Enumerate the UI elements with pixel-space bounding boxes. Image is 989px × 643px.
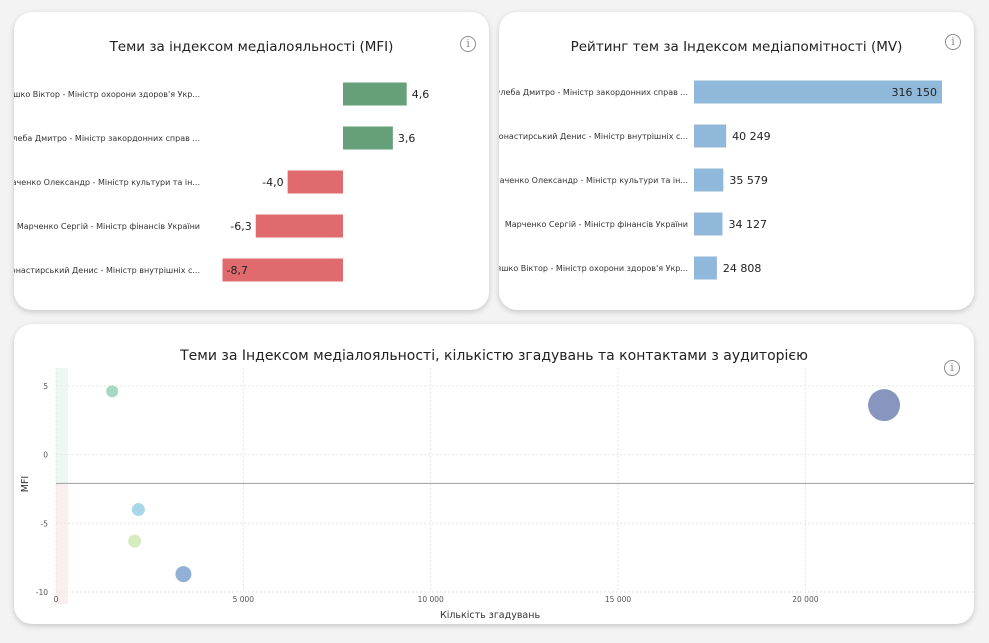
mv-bar[interactable]: [694, 80, 942, 104]
mv-category-label: Кулеба Дмитро - Міністр закордонних спра…: [499, 88, 688, 97]
mfi-value-label: -4,0: [262, 176, 283, 189]
mv-value-label: 24 808: [723, 262, 762, 275]
scatter-point[interactable]: [868, 389, 901, 422]
mv-category-label: Монастирський Денис - Міністр внутрішніх…: [499, 132, 688, 141]
scatter-point[interactable]: [131, 503, 145, 517]
mfi-category-label: Ткаченко Олександр - Міністр культури та…: [14, 178, 200, 187]
scatter-point[interactable]: [128, 534, 142, 548]
x-tick-label: 10 000: [418, 595, 444, 604]
mv-value-label: 34 127: [728, 218, 767, 231]
x-tick-label: 0: [54, 595, 59, 604]
mfi-bar[interactable]: [222, 258, 343, 282]
y-tick-label: -10: [36, 588, 48, 597]
mfi-category-label: Ляшко Віктор - Міністр охорони здоров'я …: [14, 90, 200, 99]
mv-bar-chart: Кулеба Дмитро - Міністр закордонних спра…: [499, 80, 942, 280]
mfi-value-label: 3,6: [398, 132, 416, 145]
y-tick-label: -5: [41, 519, 49, 528]
mfi-category-label: Монастирський Денис - Міністр внутрішніх…: [14, 266, 200, 275]
y-tick-label: 5: [43, 382, 48, 391]
info-icon[interactable]: i: [945, 34, 961, 50]
mv-card: Рейтинг тем за Індексом медіапомітності …: [499, 12, 974, 310]
mv-bar[interactable]: [694, 256, 717, 280]
mv-card-title: Рейтинг тем за Індексом медіапомітності …: [570, 39, 903, 55]
mfi-value-label: -6,3: [230, 220, 251, 233]
y-axis-title: MFI: [20, 476, 31, 492]
x-axis-title: Кількість згадувань: [440, 610, 540, 621]
mv-bar[interactable]: [694, 124, 727, 148]
info-icon[interactable]: i: [460, 36, 476, 52]
mfi-card-title: Теми за індексом медіалояльності (MFI): [109, 39, 394, 55]
mfi-bar[interactable]: [255, 214, 343, 238]
mv-bar[interactable]: [694, 168, 724, 192]
x-tick-label: 20 000: [792, 595, 818, 604]
mv-category-label: Ткаченко Олександр - Міністр культури та…: [499, 176, 688, 185]
mfi-value-label: 4,6: [412, 88, 430, 101]
mfi-bar[interactable]: [343, 82, 407, 106]
mv-bar[interactable]: [694, 212, 723, 236]
mfi-card: Теми за індексом медіалояльності (MFI) i…: [14, 12, 489, 310]
mfi-bar[interactable]: [287, 170, 343, 194]
scatter-chart: 0 5 000 10 000 15 000 20 000 5 0 -5 -10 Кількість…: [20, 368, 974, 621]
mfi-category-label: Кулеба Дмитро - Міністр закордонних спра…: [14, 134, 200, 143]
scatter-point[interactable]: [106, 385, 119, 398]
negative-zone-band: [56, 483, 68, 604]
mv-value-label: 40 249: [732, 130, 771, 143]
y-tick-label: 0: [43, 451, 48, 460]
scatter-card: Теми за Індексом медіалояльності, кількі…: [14, 324, 974, 624]
mfi-bar[interactable]: [343, 126, 393, 150]
mfi-bar-chart: Ляшко Віктор - Міністр охорони здоров'я …: [14, 82, 430, 282]
mv-value-label: 316 150: [892, 86, 938, 99]
x-tick-label: 5 000: [233, 595, 255, 604]
mv-value-label: 35 579: [729, 174, 768, 187]
mv-category-label: Ляшко Віктор - Міністр охорони здоров'я …: [499, 264, 688, 273]
mfi-value-label: -8,7: [227, 264, 248, 277]
info-icon[interactable]: i: [944, 360, 960, 376]
mfi-category-label: Марченко Сергій - Міністр фінансів Украї…: [17, 222, 200, 231]
scatter-card-title: Теми за Індексом медіалояльності, кількі…: [180, 348, 808, 364]
mv-category-label: Марченко Сергій - Міністр фінансів Украї…: [505, 220, 688, 229]
scatter-point[interactable]: [175, 566, 192, 583]
x-tick-label: 15 000: [605, 595, 631, 604]
positive-zone-band: [56, 368, 68, 484]
